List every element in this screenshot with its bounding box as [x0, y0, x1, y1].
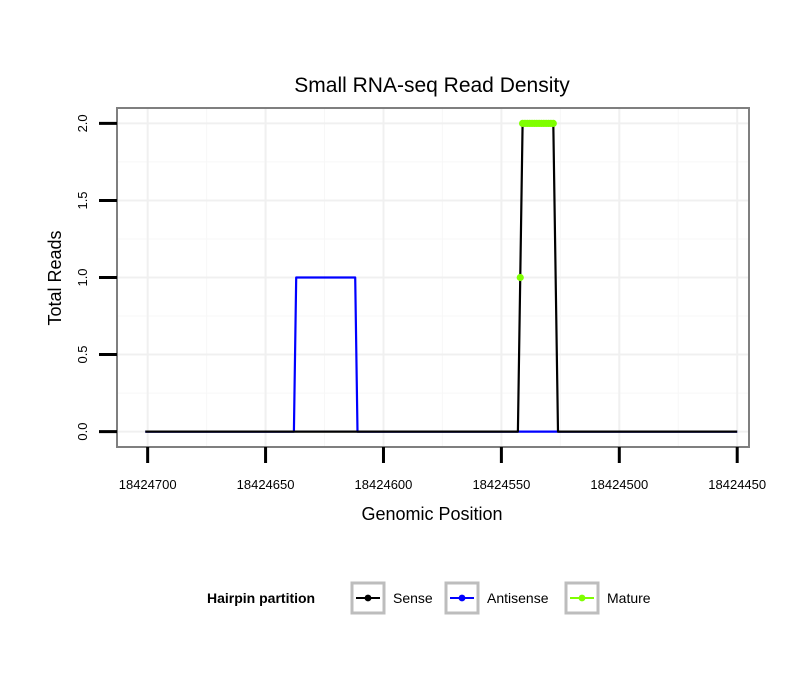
legend-label: Mature: [607, 590, 651, 606]
legend-label: Sense: [393, 590, 433, 606]
legend: Hairpin partition Sense Antisense Mature: [207, 581, 651, 615]
x-tick-label: 18424650: [237, 477, 295, 492]
legend-point: [458, 594, 466, 602]
x-tick-label: 18424700: [119, 477, 177, 492]
y-tick-label: 0.5: [75, 345, 90, 363]
series-layer: [145, 119, 738, 433]
y-tick-label: 2.0: [75, 114, 90, 132]
legend-entry-antisense: Antisense: [444, 581, 549, 615]
legend-label: Antisense: [487, 590, 549, 606]
x-axis: 18424700 18424650 18424600 18424550 18424500…: [119, 447, 766, 492]
mature-point: [549, 119, 557, 128]
mature-point: [516, 273, 524, 282]
x-tick-label: 18424550: [472, 477, 530, 492]
chart-title: Small RNA-seq Read Density: [294, 74, 570, 97]
legend-entry-mature: Mature: [564, 581, 651, 615]
x-axis-title: Genomic Position: [361, 504, 502, 524]
legend-title: Hairpin partition: [207, 590, 315, 606]
legend-entry-sense: Sense: [350, 581, 433, 615]
legend-point: [364, 594, 372, 602]
x-tick-label: 18424600: [355, 477, 413, 492]
y-tick-label: 1.0: [75, 268, 90, 286]
y-axis: 0.0 0.5 1.0 1.5 2.0: [75, 114, 117, 441]
y-tick-label: 0.0: [75, 423, 90, 441]
y-axis-title: Total Reads: [45, 230, 65, 325]
x-tick-label: 18424500: [590, 477, 648, 492]
x-tick-label: 18424450: [708, 477, 766, 492]
y-tick-label: 1.5: [75, 191, 90, 209]
legend-point: [578, 594, 586, 602]
